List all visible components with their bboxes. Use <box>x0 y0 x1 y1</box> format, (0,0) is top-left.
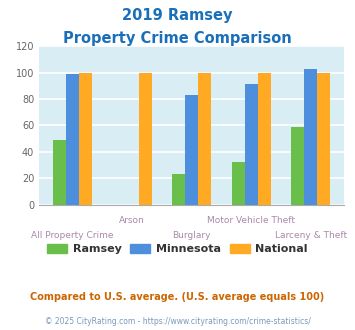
Text: Arson: Arson <box>119 216 145 225</box>
Bar <box>198 73 211 205</box>
Bar <box>304 69 317 205</box>
Text: Compared to U.S. average. (U.S. average equals 100): Compared to U.S. average. (U.S. average … <box>31 292 324 302</box>
Text: © 2025 CityRating.com - https://www.cityrating.com/crime-statistics/: © 2025 CityRating.com - https://www.city… <box>45 317 310 326</box>
Text: All Property Crime: All Property Crime <box>31 231 114 240</box>
Bar <box>185 95 198 205</box>
Text: Motor Vehicle Theft: Motor Vehicle Theft <box>207 216 295 225</box>
Bar <box>317 73 331 205</box>
Text: Property Crime Comparison: Property Crime Comparison <box>63 31 292 46</box>
Bar <box>66 74 79 205</box>
Bar <box>53 140 66 205</box>
Bar <box>291 127 304 205</box>
Legend: Ramsey, Minnesota, National: Ramsey, Minnesota, National <box>43 239 312 258</box>
Bar <box>79 73 92 205</box>
Bar <box>172 174 185 205</box>
Text: Larceny & Theft: Larceny & Theft <box>275 231 347 240</box>
Bar <box>245 84 258 205</box>
Text: Burglary: Burglary <box>173 231 211 240</box>
Text: 2019 Ramsey: 2019 Ramsey <box>122 8 233 23</box>
Bar <box>231 162 245 205</box>
Bar <box>139 73 152 205</box>
Bar <box>258 73 271 205</box>
